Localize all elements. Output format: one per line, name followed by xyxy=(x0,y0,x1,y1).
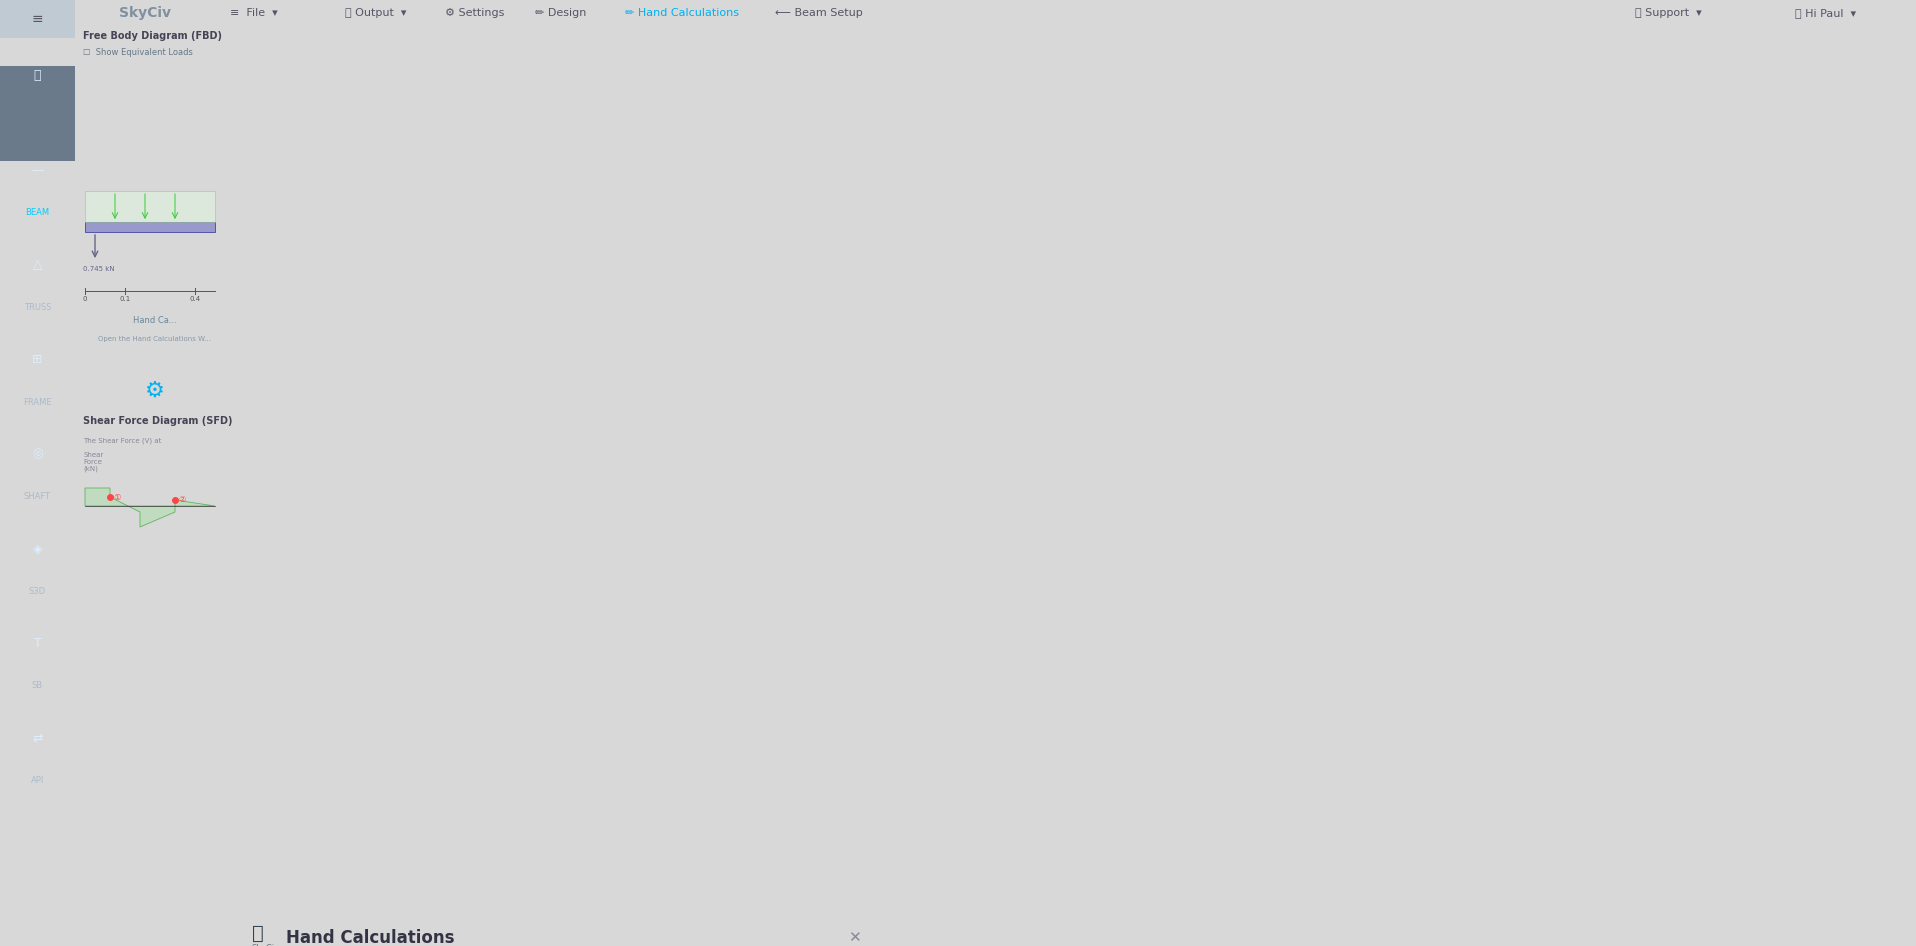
Text: ◎: ◎ xyxy=(33,447,42,461)
Text: ✏ Design: ✏ Design xyxy=(535,8,586,18)
Bar xyxy=(84,222,215,232)
Text: FRAME: FRAME xyxy=(23,397,52,407)
Text: ②: ② xyxy=(178,496,186,504)
Text: 👤 Hi Paul  ▾: 👤 Hi Paul ▾ xyxy=(1795,8,1857,18)
Text: The Shear Force (V) at: The Shear Force (V) at xyxy=(82,438,161,445)
Text: Shear
Force
(kN): Shear Force (kN) xyxy=(82,452,103,472)
Text: ✕: ✕ xyxy=(847,931,860,945)
Text: Hand Ca...: Hand Ca... xyxy=(132,316,176,325)
Text: ①: ① xyxy=(113,493,121,501)
Text: SkyCiv: SkyCiv xyxy=(119,6,171,20)
Text: 0.4: 0.4 xyxy=(190,296,201,302)
Bar xyxy=(0,66,75,161)
Text: 🐾: 🐾 xyxy=(253,923,264,942)
Text: SkyCiv: SkyCiv xyxy=(253,943,280,946)
Text: SHAFT: SHAFT xyxy=(23,492,52,501)
Bar xyxy=(84,191,215,222)
Text: 🏠: 🏠 xyxy=(34,69,42,82)
Text: TRUSS: TRUSS xyxy=(23,303,52,312)
Text: Free Body Diagram (FBD): Free Body Diagram (FBD) xyxy=(82,31,222,41)
Text: ◈: ◈ xyxy=(33,542,42,555)
Text: —: — xyxy=(31,164,44,177)
Text: 0.745 kN: 0.745 kN xyxy=(82,266,115,272)
Text: 📊 Output  ▾: 📊 Output ▾ xyxy=(345,8,406,18)
Text: ❓ Support  ▾: ❓ Support ▾ xyxy=(1634,8,1701,18)
Text: ☐  Show Equivalent Loads: ☐ Show Equivalent Loads xyxy=(82,48,194,57)
Text: Shear Force Diagram (SFD): Shear Force Diagram (SFD) xyxy=(82,416,232,426)
Text: ≡  File  ▾: ≡ File ▾ xyxy=(230,8,278,18)
Text: T: T xyxy=(34,637,42,650)
Text: ⇄: ⇄ xyxy=(33,731,42,745)
Text: ≡: ≡ xyxy=(33,12,44,26)
Bar xyxy=(0,0,75,38)
Text: ✏ Hand Calculations: ✏ Hand Calculations xyxy=(625,8,740,18)
Text: ⟵ Beam Setup: ⟵ Beam Setup xyxy=(774,8,862,18)
Text: Open the Hand Calculations W...: Open the Hand Calculations W... xyxy=(98,336,211,342)
Polygon shape xyxy=(84,488,215,527)
Text: API: API xyxy=(31,776,44,785)
Text: SB: SB xyxy=(33,681,42,691)
Text: 0.1: 0.1 xyxy=(119,296,130,302)
Text: ⊞: ⊞ xyxy=(33,353,42,366)
Text: ⚙: ⚙ xyxy=(146,381,165,401)
Text: ⚙ Settings: ⚙ Settings xyxy=(445,8,504,18)
Text: △: △ xyxy=(33,258,42,272)
Text: BEAM: BEAM xyxy=(25,208,50,218)
Text: S3D: S3D xyxy=(29,587,46,596)
Text: 0: 0 xyxy=(82,296,88,302)
Text: Hand Calculations: Hand Calculations xyxy=(285,929,454,946)
